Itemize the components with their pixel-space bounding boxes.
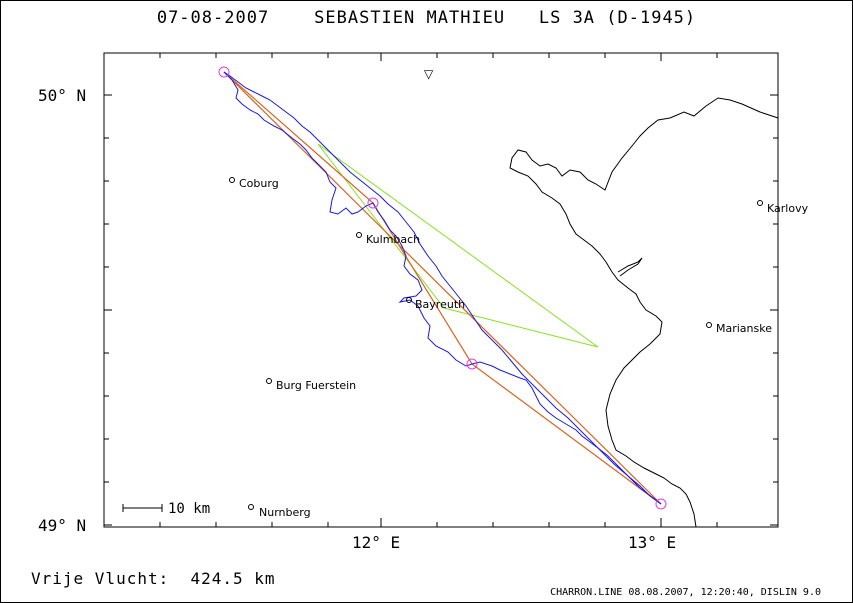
glider-name: LS 3A (D-1945) xyxy=(538,8,697,28)
turnpoint-2 xyxy=(466,358,478,370)
town-label-coburg: Coburg xyxy=(239,177,279,190)
north-marker-icon: ▽ xyxy=(424,67,434,81)
free-flight-distance: Vrije Vlucht: 424.5 km xyxy=(31,569,276,588)
town-label-karlovy: Karlovy xyxy=(767,202,809,215)
flight-trace xyxy=(223,71,662,505)
turnpoints xyxy=(218,66,667,510)
plot-frame xyxy=(103,52,779,528)
border-inlet xyxy=(617,257,643,277)
town-label-nurnberg: Nurnberg xyxy=(259,506,311,519)
town-label-burg-fuerstein: Burg Fuerstein xyxy=(276,379,356,392)
flight-date: 07-08-2007 xyxy=(156,8,270,28)
town-dot-coburg xyxy=(229,177,235,183)
town-dot-nurnberg xyxy=(248,504,254,510)
town-label-kulmbach: Kulmbach xyxy=(366,233,420,246)
flight-trace-return xyxy=(223,71,662,505)
town-dot-karlovy xyxy=(757,200,763,206)
turnpoint-1 xyxy=(367,197,379,209)
footer-info: CHARRON.LINE 08.08.2007, 12:20:40, DISLI… xyxy=(550,587,821,598)
map-title: 07-08-2007 SEBASTIEN MATHIEU LS 3A (D-19… xyxy=(0,8,853,28)
town-label-bayreuth: Bayreuth xyxy=(415,298,465,311)
national-border xyxy=(509,97,779,528)
scale-bar xyxy=(122,504,163,512)
scale-bar-label: 10 km xyxy=(168,501,210,517)
lat-label-49: 49° N xyxy=(38,516,86,535)
pilot-name: SEBASTIEN MATHIEU xyxy=(314,8,506,28)
town-dot-kulmbach xyxy=(356,232,362,238)
olc-triangle xyxy=(317,143,599,348)
lat-label-50: 50° N xyxy=(38,86,86,105)
town-markers xyxy=(229,177,763,510)
lon-label-12: 12° E xyxy=(352,533,400,552)
task-line xyxy=(223,71,662,505)
axis-ticks xyxy=(104,53,778,527)
town-dot-marianske xyxy=(706,322,712,328)
turnpoint-start xyxy=(218,66,230,78)
turnpoint-3 xyxy=(655,498,667,510)
town-dot-bayreuth xyxy=(406,297,412,303)
town-dot-burg-fuerstein xyxy=(266,378,272,384)
lon-label-13: 13° E xyxy=(628,533,676,552)
town-label-marianske: Marianske xyxy=(716,322,772,335)
